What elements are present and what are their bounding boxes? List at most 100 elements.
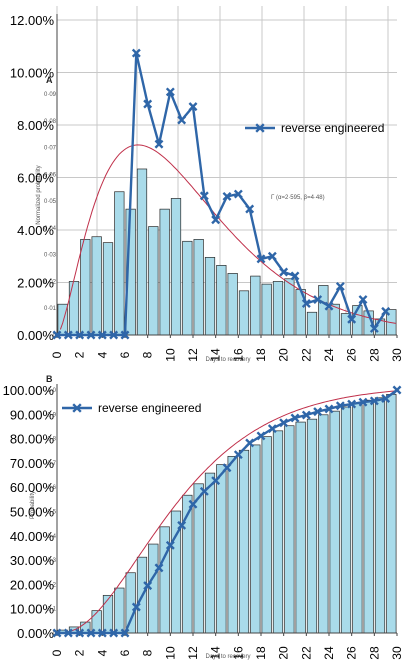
x-tick-label-0-7: 14 xyxy=(209,348,223,362)
series-point-0-15-b xyxy=(222,191,232,201)
series-point-1-23-b xyxy=(313,407,323,417)
x-tick-label-1-10: 20 xyxy=(277,646,291,660)
x-tick-label-1-5: 10 xyxy=(163,646,177,660)
x-tick-label-1-1: 2 xyxy=(73,649,87,656)
series-point-1-28 xyxy=(369,396,379,406)
series-point-0-24-b xyxy=(324,301,334,311)
x-tick-label-1-8: 16 xyxy=(231,646,245,660)
series-point-1-21 xyxy=(290,413,300,423)
x-tick-label-0-15: 30 xyxy=(390,348,403,362)
series-point-1-25-b xyxy=(335,401,345,411)
y-tick-label-0-2: 4.00% xyxy=(17,223,54,238)
series-point-0-19-b xyxy=(267,251,277,261)
legend-marker-0 xyxy=(255,123,265,133)
bg-bar-1-20 xyxy=(272,430,284,634)
series-point-1-9-b xyxy=(154,563,164,573)
bg-ytick-1-4: 0·4 xyxy=(47,534,56,540)
bg-bar-1-19 xyxy=(261,436,272,634)
series-point-1-2 xyxy=(75,628,85,638)
series-point-1-12-b xyxy=(188,499,198,509)
x-tick-label-1-11: 22 xyxy=(299,646,313,660)
series-point-0-23-b xyxy=(313,295,323,305)
x-tick-label-0-13: 26 xyxy=(345,348,359,362)
x-tick-label-1-9: 18 xyxy=(254,646,268,660)
series-point-1-2-b xyxy=(75,628,85,638)
bg-bar-0-3 xyxy=(80,239,91,336)
bg-bar-1-23 xyxy=(306,418,318,634)
bg-xlabel-1: Days to recovery xyxy=(205,654,250,660)
series-point-1-25 xyxy=(335,401,345,411)
y-tick-label-1-0: 0.00% xyxy=(17,626,54,641)
series-point-0-9 xyxy=(154,139,164,149)
series-point-0-5-b xyxy=(109,330,119,340)
series-point-0-6 xyxy=(120,330,130,340)
series-point-0-24 xyxy=(324,301,334,311)
x-tick-label-0-12: 24 xyxy=(322,348,336,362)
bg-bar-1-27 xyxy=(352,402,363,634)
series-point-0-11-b xyxy=(177,115,187,125)
series-point-0-17 xyxy=(245,204,255,214)
series-point-1-3-b xyxy=(86,628,96,638)
bg-bar-1-25 xyxy=(329,410,340,634)
bg-ytick-0-6: 0·06 xyxy=(44,172,57,178)
y-tick-label-0-1: 2.00% xyxy=(17,276,54,291)
series-point-1-15 xyxy=(222,463,232,473)
series-point-0-28 xyxy=(369,323,379,333)
series-point-1-7 xyxy=(131,602,141,612)
series-point-0-13 xyxy=(199,191,209,201)
bg-bar-1-21 xyxy=(284,425,295,634)
bg-bar-0-4 xyxy=(91,236,102,336)
series-point-1-24-b xyxy=(324,404,334,414)
bg-bar-0-15 xyxy=(216,265,227,336)
series-point-0-8-b xyxy=(143,99,153,109)
series-point-0-16-b xyxy=(233,189,243,199)
series-point-1-26-b xyxy=(347,399,357,409)
series-point-1-16 xyxy=(233,450,243,460)
series-point-1-19-b xyxy=(267,424,277,434)
bg-bar-0-17 xyxy=(238,290,250,336)
series-point-0-4-b xyxy=(97,330,107,340)
bg-bar-1-28 xyxy=(363,399,374,634)
bg-bar-0-16 xyxy=(227,273,238,336)
bg-ylabel-1: Probability xyxy=(30,491,36,519)
series-point-1-29-b xyxy=(381,394,391,403)
bg-ytick-0-1: 0·01 xyxy=(44,306,57,312)
series-point-1-14-b xyxy=(211,476,221,486)
bg-bar-1-30 xyxy=(386,394,397,634)
bg-bar-1-7 xyxy=(125,572,136,634)
bg-bar-0-6 xyxy=(114,191,125,336)
series-point-1-4 xyxy=(97,628,107,638)
series-point-0-14-b xyxy=(211,215,221,225)
legend-marker-0-b xyxy=(255,123,265,133)
bg-ytick-1-5: 0·5 xyxy=(47,510,56,516)
x-tick-label-0-14: 28 xyxy=(367,348,381,362)
series-point-1-13 xyxy=(199,486,209,496)
x-tick-label-1-2: 4 xyxy=(95,649,109,656)
series-point-0-20-b xyxy=(279,267,289,277)
series-point-1-26 xyxy=(347,399,357,409)
series-point-1-12 xyxy=(188,499,198,509)
series-point-1-7-b xyxy=(131,602,141,612)
series-point-1-1-b xyxy=(63,628,73,638)
series-point-1-10 xyxy=(165,540,175,550)
y-tick-label-1-7: 70.00% xyxy=(10,456,55,471)
legend-label-0: reverse engineered xyxy=(281,121,384,135)
series-point-0-0-b xyxy=(52,330,62,340)
series-point-0-3-b xyxy=(86,330,96,340)
x-tick-label-0-10: 20 xyxy=(277,348,291,362)
series-point-0-15 xyxy=(222,191,232,201)
series-point-1-23 xyxy=(313,407,323,417)
series-point-0-18-b xyxy=(256,254,266,264)
series-point-1-27-b xyxy=(358,397,368,407)
series-point-0-10 xyxy=(165,87,175,97)
x-tick-label-0-11: 22 xyxy=(299,348,313,362)
series-point-0-13-b xyxy=(199,191,209,201)
series-point-0-7-b xyxy=(131,48,141,58)
bg-bar-1-6 xyxy=(114,587,125,634)
series-point-0-10-b xyxy=(165,87,175,97)
series-point-0-0 xyxy=(52,330,62,340)
series-point-0-3 xyxy=(86,330,96,340)
y-tick-label-0-6: 12.00% xyxy=(10,13,55,28)
series-point-0-27 xyxy=(358,295,368,305)
series-point-0-1-b xyxy=(63,330,73,340)
